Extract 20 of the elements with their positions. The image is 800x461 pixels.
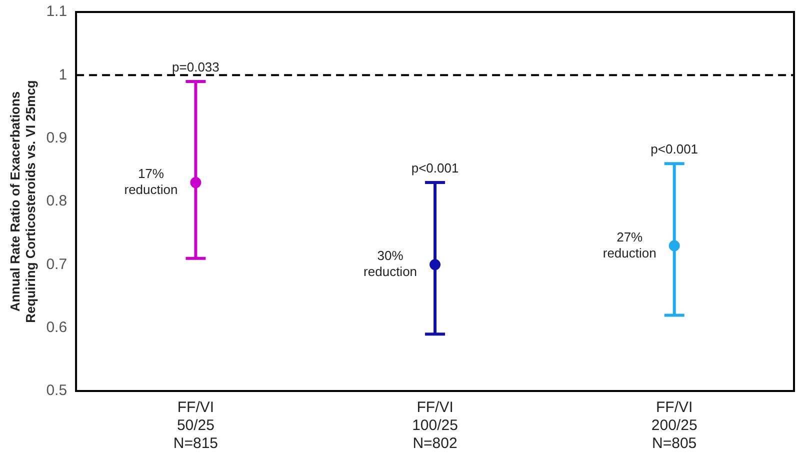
y-tick-label: 1.1 [46, 3, 68, 20]
annotation: 27% reduction [602, 229, 656, 260]
x-tick-label: FF/VI 50/25 N=815 [173, 399, 218, 452]
x-tick-label: FF/VI 200/25 N=805 [651, 399, 698, 452]
y-tick-label: 0.9 [46, 129, 68, 146]
y-axis-title: Annual Rate Ratio of Exacerbations Requiring Corticosteroids vs. VI 25mcg [7, 80, 38, 323]
annotation: p<0.001 [650, 142, 698, 157]
annotation: p=0.033 [172, 60, 220, 75]
y-tick-label: 1 [58, 66, 68, 84]
y-tick-label: 0.5 [46, 382, 68, 400]
point [190, 177, 202, 188]
y-tick-label: 0.8 [46, 192, 68, 210]
annotation: 17% reduction [124, 166, 178, 198]
point [668, 240, 680, 252]
y-tick-label: 0.6 [46, 318, 68, 336]
annotation: p<0.001 [411, 160, 459, 176]
y-tick-label: 0.7 [46, 256, 68, 273]
x-tick-label: FF/VI 100/25 N=802 [412, 399, 458, 452]
point [430, 259, 441, 270]
annotation: 30% reduction [364, 248, 418, 280]
